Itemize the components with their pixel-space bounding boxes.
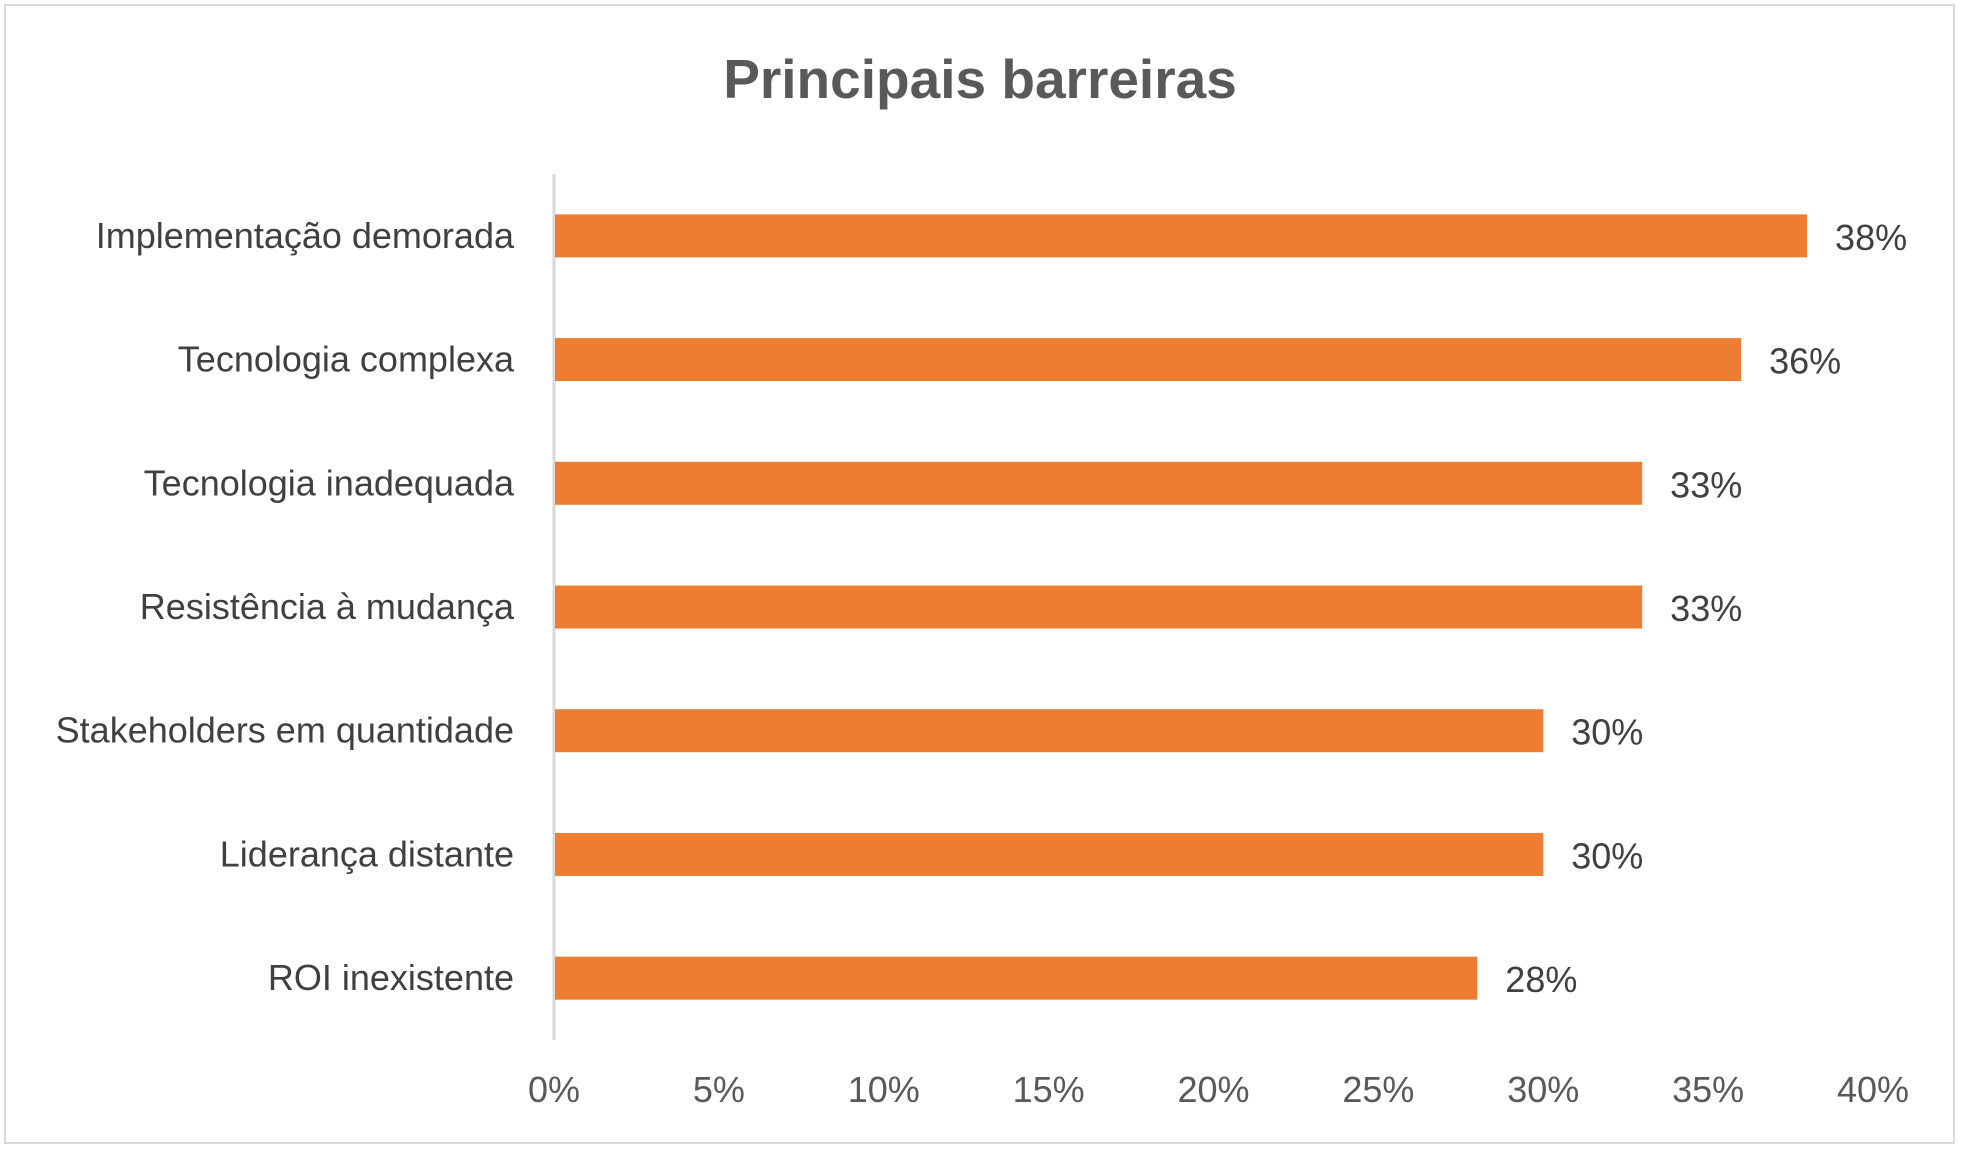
x-tick-label: 15% — [1013, 1069, 1085, 1110]
data-label: 33% — [1670, 464, 1742, 505]
category-label: Implementação demorada — [96, 215, 515, 256]
data-labels: 38% 36% 33% 33% 30% 30% 28% — [1505, 217, 1907, 1000]
bar — [555, 709, 1544, 753]
x-tick-label: 10% — [848, 1069, 920, 1110]
x-tick-label: 35% — [1672, 1069, 1744, 1110]
category-labels: Implementação demorada Tecnologia complex… — [56, 215, 515, 998]
chart-title: Principais barreiras — [723, 48, 1237, 110]
data-label: 28% — [1505, 959, 1577, 1000]
x-tick-label: 0% — [528, 1069, 580, 1110]
bar — [555, 585, 1643, 629]
data-label: 38% — [1835, 217, 1907, 258]
x-tick-label: 5% — [693, 1069, 745, 1110]
x-tick-label: 25% — [1342, 1069, 1414, 1110]
category-label: Liderança distante — [220, 833, 514, 874]
x-tick-label: 40% — [1837, 1069, 1909, 1110]
chart-frame — [4, 4, 1955, 1144]
bar — [555, 832, 1544, 876]
bar — [555, 214, 1808, 258]
x-tick-label: 20% — [1177, 1069, 1249, 1110]
bar — [555, 956, 1478, 1000]
category-label: Resistência à mudança — [140, 586, 515, 627]
category-label: Stakeholders em quantidade — [56, 710, 514, 751]
category-label: Tecnologia complexa — [178, 339, 515, 380]
bar — [555, 461, 1643, 505]
category-label: Tecnologia inadequada — [144, 462, 515, 503]
data-label: 30% — [1571, 712, 1643, 753]
x-tick-label: 30% — [1507, 1069, 1579, 1110]
category-label: ROI inexistente — [268, 957, 514, 998]
bar — [555, 338, 1742, 382]
data-label: 36% — [1769, 341, 1841, 382]
data-label: 33% — [1670, 588, 1742, 629]
x-axis-ticks: 0% 5% 10% 15% 20% 25% 30% 35% 40% — [528, 1069, 1909, 1110]
bars-layer — [555, 214, 1808, 1000]
data-label: 30% — [1571, 835, 1643, 876]
